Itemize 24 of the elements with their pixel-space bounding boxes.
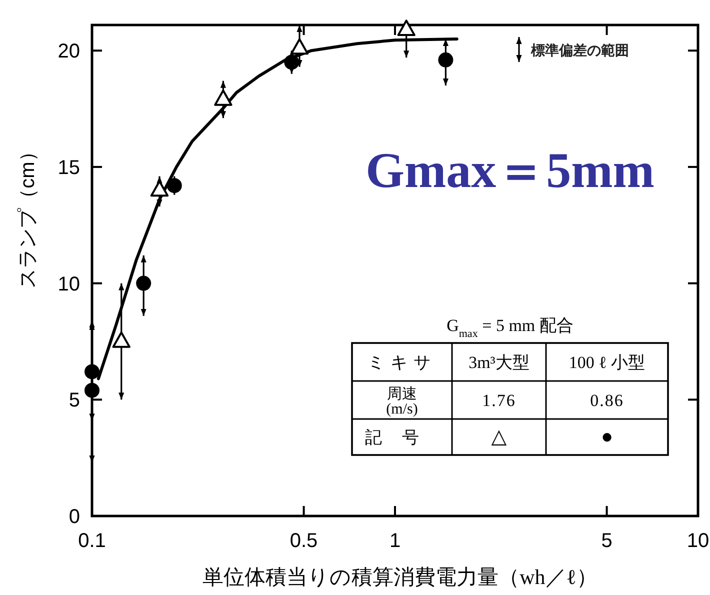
annotation: Gmax＝5mm xyxy=(366,142,654,198)
x-tick-label: 0.1 xyxy=(78,530,106,552)
legend-title: G$_{max}$ = 5 mm 配合 xyxy=(446,316,574,340)
annotation: ● xyxy=(600,426,614,448)
y-tick-label: 0 xyxy=(68,506,80,528)
text: 3m³大型 xyxy=(468,353,530,372)
y-tick-label: 20 xyxy=(58,40,80,63)
annotation: 標準偏差の範囲 xyxy=(530,42,629,58)
text: 100 ℓ 小型 xyxy=(568,353,646,372)
y-tick-label: 15 xyxy=(58,156,80,179)
annotation: ミキサ xyxy=(368,353,436,372)
x-tick-label: 10 xyxy=(686,530,710,552)
annotation: △ xyxy=(491,426,508,448)
y-tick-label: 10 xyxy=(58,273,80,296)
x-tick-label: 5 xyxy=(601,530,612,552)
y-axis-title: スランプ（cm） xyxy=(17,142,39,288)
annotation: 記号 xyxy=(365,428,439,447)
annotation: 0.86 xyxy=(590,391,624,410)
x-axis-title: 単位体積当りの積算消費電力量（wh／ℓ） xyxy=(202,565,598,589)
x-tick-label: 0.5 xyxy=(290,530,318,552)
y-tick-label: 5 xyxy=(68,390,80,412)
x-tick-label: 1 xyxy=(389,530,401,552)
annotation: 1.76 xyxy=(482,391,516,410)
annotation: 周速 (m/s) xyxy=(386,386,418,418)
